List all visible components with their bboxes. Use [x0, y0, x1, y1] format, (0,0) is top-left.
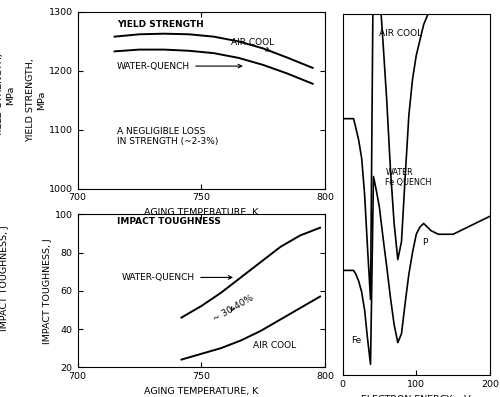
Text: WATER
Fe QUENCH: WATER Fe QUENCH — [386, 168, 432, 187]
Text: AIR COOL: AIR COOL — [380, 29, 422, 38]
Text: YIELD STRENGTH,
MPa: YIELD STRENGTH, MPa — [0, 54, 14, 137]
Y-axis label: IMPACT TOUGHNESS, J: IMPACT TOUGHNESS, J — [43, 238, 52, 344]
Text: A NEGLIGIBLE LOSS
IN STRENGTH (~2-3%): A NEGLIGIBLE LOSS IN STRENGTH (~2-3%) — [117, 127, 218, 146]
X-axis label: ELECTRON ENERGY, eV: ELECTRON ENERGY, eV — [362, 395, 471, 397]
Text: WATER-QUENCH: WATER-QUENCH — [117, 62, 242, 71]
Text: ~ 30-40%: ~ 30-40% — [211, 293, 254, 324]
Text: IMPACT TOUGHNESS, J: IMPACT TOUGHNESS, J — [0, 225, 10, 331]
Text: WATER-QUENCH: WATER-QUENCH — [122, 273, 232, 282]
Text: AIR COOL: AIR COOL — [231, 38, 274, 51]
Text: P: P — [422, 238, 428, 247]
Text: IMPACT TOUGHNESS: IMPACT TOUGHNESS — [117, 217, 221, 226]
Text: AIR COOL: AIR COOL — [253, 341, 296, 350]
X-axis label: AGING TEMPERATURE, K: AGING TEMPERATURE, K — [144, 208, 258, 217]
Y-axis label: YIELD STRENGTH,
MPa: YIELD STRENGTH, MPa — [26, 58, 46, 142]
Text: Fe: Fe — [352, 335, 362, 345]
X-axis label: AGING TEMPERATURE, K: AGING TEMPERATURE, K — [144, 387, 258, 396]
Text: YIELD STRENGTH: YIELD STRENGTH — [117, 19, 204, 29]
